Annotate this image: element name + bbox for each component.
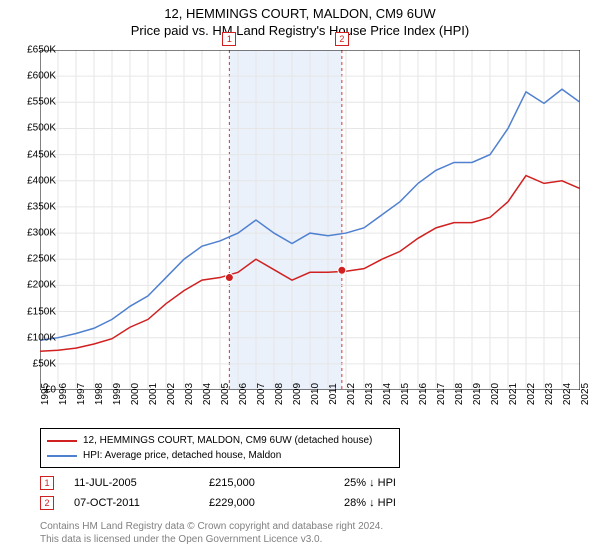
y-tick-label: £200K xyxy=(27,280,56,291)
x-tick-label: 2008 xyxy=(274,383,285,405)
x-tick-label: 1997 xyxy=(76,383,87,405)
transaction-date: 07-OCT-2011 xyxy=(74,497,209,509)
event-marker-box: 1 xyxy=(222,32,236,46)
x-tick-label: 2020 xyxy=(490,383,501,405)
x-tick-label: 2014 xyxy=(382,383,393,405)
x-tick-label: 2023 xyxy=(544,383,555,405)
x-tick-label: 2025 xyxy=(580,383,591,405)
x-tick-label: 2012 xyxy=(346,383,357,405)
x-tick-label: 1998 xyxy=(94,383,105,405)
legend-swatch xyxy=(47,455,77,457)
y-tick-label: £450K xyxy=(27,149,56,160)
plot-area xyxy=(40,50,580,390)
transactions-table: 1 11-JUL-2005 £215,000 25% ↓ HPI 2 07-OC… xyxy=(40,470,580,510)
y-tick-label: £650K xyxy=(27,45,56,56)
x-tick-label: 2001 xyxy=(148,383,159,405)
x-tick-label: 2024 xyxy=(562,383,573,405)
transaction-date: 11-JUL-2005 xyxy=(74,477,209,489)
x-tick-label: 2005 xyxy=(220,383,231,405)
chart-svg xyxy=(40,50,580,390)
legend-item: 12, HEMMINGS COURT, MALDON, CM9 6UW (det… xyxy=(47,433,393,448)
y-tick-label: £400K xyxy=(27,175,56,186)
transaction-row: 2 07-OCT-2011 £229,000 28% ↓ HPI xyxy=(40,496,580,510)
y-tick-label: £250K xyxy=(27,254,56,265)
transaction-pct: 28% ↓ HPI xyxy=(344,497,479,509)
x-tick-label: 1999 xyxy=(112,383,123,405)
x-tick-label: 2006 xyxy=(238,383,249,405)
x-tick-label: 2019 xyxy=(472,383,483,405)
chart-subtitle: Price paid vs. HM Land Registry's House … xyxy=(0,23,600,40)
event-marker-box: 2 xyxy=(335,32,349,46)
x-tick-label: 2010 xyxy=(310,383,321,405)
footer-line: This data is licensed under the Open Gov… xyxy=(40,533,383,546)
chart-container: 12, HEMMINGS COURT, MALDON, CM9 6UW Pric… xyxy=(0,0,600,560)
y-tick-label: £150K xyxy=(27,306,56,317)
x-tick-label: 1995 xyxy=(40,383,51,405)
x-tick-label: 2007 xyxy=(256,383,267,405)
transaction-idx: 2 xyxy=(44,498,49,508)
transaction-idx: 1 xyxy=(44,478,49,488)
legend-box: 12, HEMMINGS COURT, MALDON, CM9 6UW (det… xyxy=(40,428,400,468)
y-tick-label: £300K xyxy=(27,228,56,239)
x-tick-label: 1996 xyxy=(58,383,69,405)
legend-swatch xyxy=(47,440,77,442)
transaction-price: £215,000 xyxy=(209,477,344,489)
x-tick-label: 2017 xyxy=(436,383,447,405)
x-tick-label: 2000 xyxy=(130,383,141,405)
y-tick-label: £350K xyxy=(27,201,56,212)
y-tick-label: £600K xyxy=(27,71,56,82)
y-tick-label: £500K xyxy=(27,123,56,134)
x-tick-label: 2016 xyxy=(418,383,429,405)
y-tick-label: £50K xyxy=(33,358,56,369)
x-tick-label: 2018 xyxy=(454,383,465,405)
x-tick-label: 2003 xyxy=(184,383,195,405)
footer-line: Contains HM Land Registry data © Crown c… xyxy=(40,520,383,533)
transaction-marker-icon: 1 xyxy=(40,476,54,490)
x-tick-label: 2013 xyxy=(364,383,375,405)
transaction-price: £229,000 xyxy=(209,497,344,509)
legend-label: HPI: Average price, detached house, Mald… xyxy=(83,448,281,463)
legend-label: 12, HEMMINGS COURT, MALDON, CM9 6UW (det… xyxy=(83,433,372,448)
legend-item: HPI: Average price, detached house, Mald… xyxy=(47,448,393,463)
x-tick-label: 2022 xyxy=(526,383,537,405)
x-tick-label: 2011 xyxy=(328,383,339,405)
transaction-pct: 25% ↓ HPI xyxy=(344,477,479,489)
footer-attribution: Contains HM Land Registry data © Crown c… xyxy=(40,520,383,546)
transaction-row: 1 11-JUL-2005 £215,000 25% ↓ HPI xyxy=(40,476,580,490)
y-tick-label: £100K xyxy=(27,332,56,343)
x-tick-label: 2002 xyxy=(166,383,177,405)
chart-title: 12, HEMMINGS COURT, MALDON, CM9 6UW xyxy=(0,0,600,23)
transaction-marker-icon: 2 xyxy=(40,496,54,510)
x-tick-label: 2004 xyxy=(202,383,213,405)
x-tick-label: 2009 xyxy=(292,383,303,405)
y-tick-label: £550K xyxy=(27,97,56,108)
x-tick-label: 2021 xyxy=(508,383,519,405)
x-tick-label: 2015 xyxy=(400,383,411,405)
